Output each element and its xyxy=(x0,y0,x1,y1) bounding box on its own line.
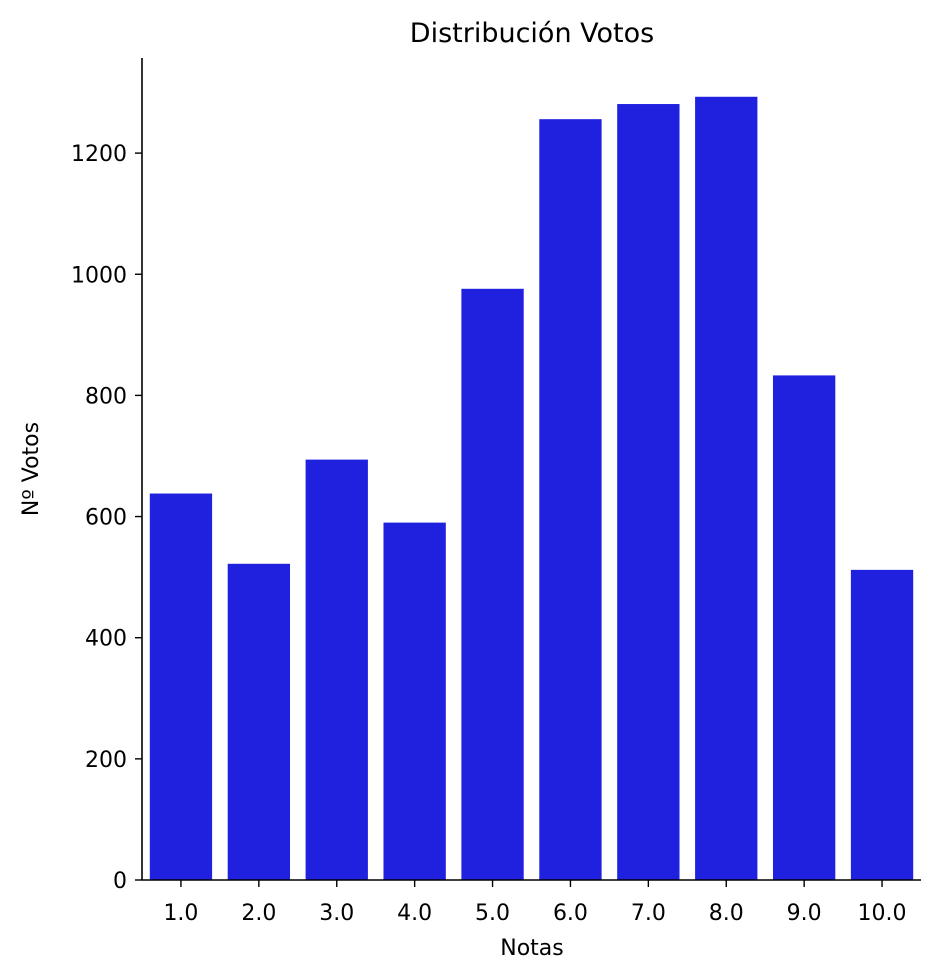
bar-8.0 xyxy=(695,96,758,880)
y-axis-label: Nº Votos xyxy=(19,422,44,516)
y-tick-label: 400 xyxy=(85,627,127,652)
bar-2.0 xyxy=(227,563,291,880)
bar-7.0 xyxy=(617,104,680,881)
y-tick-label: 1200 xyxy=(71,142,127,167)
x-tick-label: 2.0 xyxy=(241,901,276,926)
x-tick-label: 6.0 xyxy=(553,901,588,926)
x-tick-label: 1.0 xyxy=(163,901,198,926)
x-tick-label: 4.0 xyxy=(397,901,432,926)
bar-5.0 xyxy=(461,288,524,880)
bar-9.0 xyxy=(772,375,836,880)
bar-4.0 xyxy=(383,522,446,880)
y-tick-label: 0 xyxy=(113,869,127,894)
x-tick-label: 9.0 xyxy=(787,901,822,926)
chart-title: Distribución Votos xyxy=(410,18,654,49)
y-tick-label: 1000 xyxy=(71,263,127,288)
x-tick-label: 7.0 xyxy=(631,901,666,926)
x-tick-label: 10.0 xyxy=(858,901,907,926)
x-tick-label: 8.0 xyxy=(709,901,744,926)
bar-6.0 xyxy=(539,119,602,881)
bar-3.0 xyxy=(305,459,368,880)
y-tick-label: 200 xyxy=(85,748,127,773)
y-tick-label: 600 xyxy=(85,506,127,531)
x-axis-label: Notas xyxy=(500,936,564,961)
x-tick-label: 5.0 xyxy=(475,901,510,926)
bar-1.0 xyxy=(149,493,213,880)
y-axis-ticks: 0 200 400 600 800 1000 1200 xyxy=(71,142,142,894)
bar-10.0 xyxy=(850,569,914,880)
y-tick-label: 800 xyxy=(85,384,127,409)
x-tick-label: 3.0 xyxy=(319,901,354,926)
bars xyxy=(149,96,914,881)
x-axis-ticks: 1.0 2.0 3.0 4.0 5.0 6.0 7.0 8.0 9.0 10.0 xyxy=(163,880,907,926)
